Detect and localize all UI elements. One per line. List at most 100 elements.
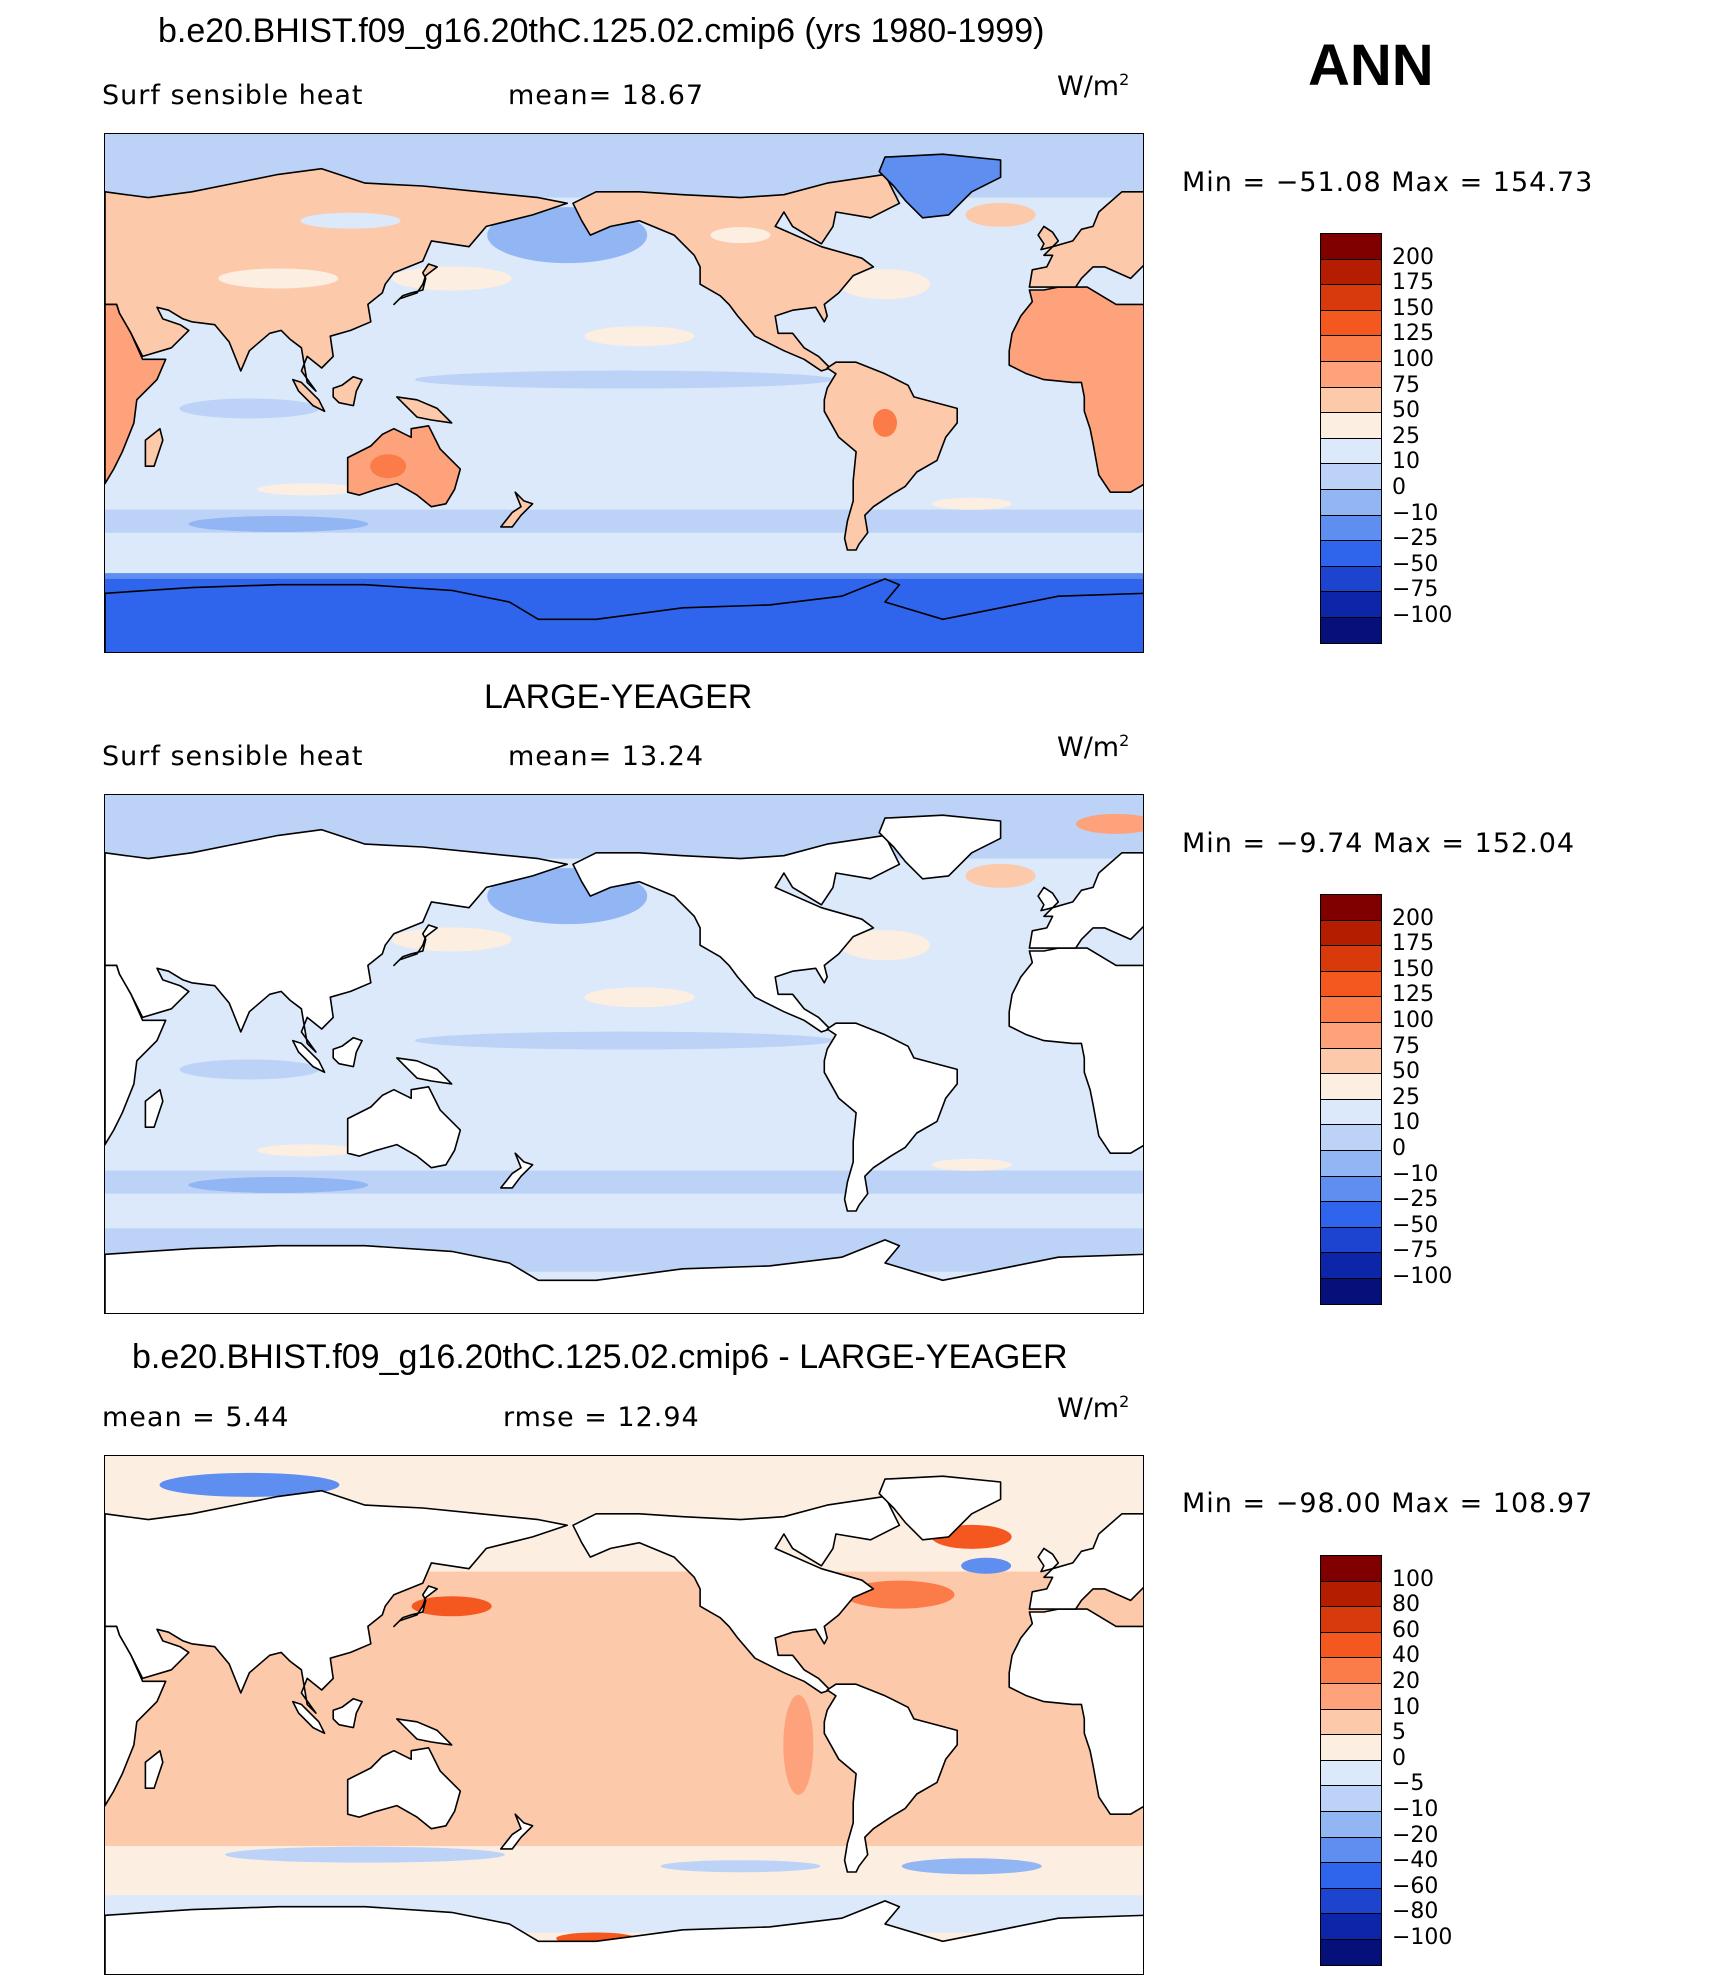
coastline-madagascar xyxy=(144,1749,164,1790)
colorbar-tick-label: 0 xyxy=(1392,475,1406,500)
colorbar-box xyxy=(1320,1683,1382,1710)
colorbar-tick-label: −40 xyxy=(1392,1848,1439,1874)
coastline-europeW xyxy=(1028,851,1143,949)
colorbar-tick-label: −50 xyxy=(1392,1212,1439,1238)
coastline-madagascar xyxy=(144,1088,164,1129)
coastline-europeW xyxy=(1028,190,1143,288)
indian-subtropical-warm-patch xyxy=(257,483,358,496)
panel-3-title: b.e20.BHIST.f09_g16.20thC.125.02.cmip6 -… xyxy=(132,1338,1068,1376)
panel-2-variable: Surf sensible heat xyxy=(102,741,364,772)
colorbar-tick-label: −20 xyxy=(1392,1822,1439,1848)
coastline-uk xyxy=(1037,225,1060,251)
panel-2-units: W/m2 xyxy=(1057,731,1130,763)
coastline-samerica xyxy=(823,1022,959,1212)
colorbar-tick-label: 50 xyxy=(1392,398,1420,424)
coastline-uk xyxy=(1037,1547,1060,1573)
colorbar-box xyxy=(1320,1913,1382,1940)
canada-land-field xyxy=(710,227,771,244)
colorbar-box xyxy=(1320,1555,1382,1582)
coastline-namerica xyxy=(572,834,901,1033)
siberia-land-field xyxy=(300,212,401,229)
colorbar-tick-label: 10 xyxy=(1392,1694,1420,1720)
coastline-japan xyxy=(393,263,439,306)
colorbar-box xyxy=(1320,1252,1382,1279)
coastline-borneo xyxy=(332,375,363,407)
colorbar-box xyxy=(1320,1606,1382,1633)
colorbar-box xyxy=(1320,970,1382,998)
south-pacific-cool-patch xyxy=(601,517,822,531)
colorbar-box xyxy=(1320,1759,1382,1787)
colorbar-tick-label: −50 xyxy=(1392,551,1439,577)
gulf-stream-warm-patch xyxy=(840,930,930,961)
panel-1-colorbar: 200 175 150 125 100 75 50 25 10 0 −10 −25 −50 −75 −100 xyxy=(1320,233,1452,644)
colorbar-box xyxy=(1320,565,1382,593)
colorbar-tick-label: 60 xyxy=(1392,1617,1420,1643)
coastline-nz xyxy=(499,491,534,528)
coastline-sumatra xyxy=(292,378,326,413)
coastline-sumatra xyxy=(292,1700,326,1735)
coastline-newguinea xyxy=(395,396,453,424)
colorbar-box xyxy=(1320,894,1382,921)
colorbar-tick-label: 80 xyxy=(1392,1592,1420,1618)
colorbar-box xyxy=(1320,233,1382,260)
coastline-greenland xyxy=(878,153,1002,219)
coastline-namerica xyxy=(572,173,901,372)
colorbar-box xyxy=(1320,1278,1382,1305)
colorbar-box xyxy=(1320,1785,1382,1812)
arctic-cool-patch xyxy=(159,1472,340,1497)
colorbar-box xyxy=(1320,1226,1382,1254)
equatorial-pacific-band xyxy=(415,1031,835,1050)
colorbar-box xyxy=(1320,284,1382,311)
colorbar-tick-label: −10 xyxy=(1392,500,1439,526)
indian-ocean-band xyxy=(179,398,320,419)
north-atlantic-warm-patch xyxy=(965,202,1036,227)
coastline-eurasia xyxy=(105,1489,569,1714)
panel-1-map-field xyxy=(105,134,1143,652)
coastline-borneo xyxy=(332,1036,363,1068)
colorbar-box xyxy=(1320,335,1382,362)
panel-1-map xyxy=(104,133,1144,653)
coastline-madagascar xyxy=(144,427,164,468)
colorbar-tick-label: −100 xyxy=(1392,1925,1453,1950)
atlantic-subtropical-warm-patch xyxy=(931,1158,1012,1171)
gulf-stream-warm-patch xyxy=(840,269,930,300)
colorbar-tick-label: 200 xyxy=(1392,244,1434,270)
labrador-cool-patch xyxy=(961,1557,1012,1574)
coastline-newguinea xyxy=(395,1057,453,1085)
panel-1-title: b.e20.BHIST.f09_g16.20thC.125.02.cmip6 (… xyxy=(158,12,1045,50)
colorbar-tick-label: −60 xyxy=(1392,1873,1439,1899)
colorbar-box xyxy=(1320,1150,1382,1177)
coastline-eurasia xyxy=(105,828,569,1053)
kuroshio-strong-patch xyxy=(411,1596,492,1617)
panel-2-map-field xyxy=(105,795,1143,1313)
colorbar-tick-label: 5 xyxy=(1392,1720,1406,1746)
coastline-samerica xyxy=(823,361,959,551)
panel-3-mean: mean = 5.44 xyxy=(102,1402,290,1433)
coastline-africaW xyxy=(1008,286,1143,494)
colorbar-tick-label: 100 xyxy=(1392,347,1434,372)
colorbar-box xyxy=(1320,1836,1382,1864)
colorbar-box xyxy=(1320,309,1382,337)
colorbar-tick-label: −10 xyxy=(1392,1161,1439,1187)
colorbar-box xyxy=(1320,386,1382,414)
colorbar-box xyxy=(1320,1022,1382,1049)
colorbar-tick-label: 40 xyxy=(1392,1643,1420,1669)
colorbar-box xyxy=(1320,1887,1382,1915)
coastline-japan xyxy=(393,924,439,967)
colorbar-box xyxy=(1320,1811,1382,1838)
colorbar-box xyxy=(1320,1175,1382,1203)
colorbar-box xyxy=(1320,437,1382,465)
colorbar-tick-label: 100 xyxy=(1392,1566,1434,1592)
colorbar-box xyxy=(1320,945,1382,972)
panel-3-map xyxy=(104,1455,1144,1975)
colorbar-tick-label: −75 xyxy=(1392,1238,1439,1264)
australia-warm-land xyxy=(370,454,407,479)
brazil-warm-land xyxy=(873,408,897,437)
southern-ocean-cool-patch xyxy=(188,1177,369,1193)
colorbar-box xyxy=(1320,1657,1382,1684)
panel-2-mean: mean= 13.24 xyxy=(508,741,705,772)
indian-ocean-band xyxy=(179,1059,320,1080)
peru-upwelling-warm-patch xyxy=(783,1694,814,1795)
colorbar-box xyxy=(1320,1098,1382,1126)
colorbar-tick-label: 75 xyxy=(1392,372,1420,398)
